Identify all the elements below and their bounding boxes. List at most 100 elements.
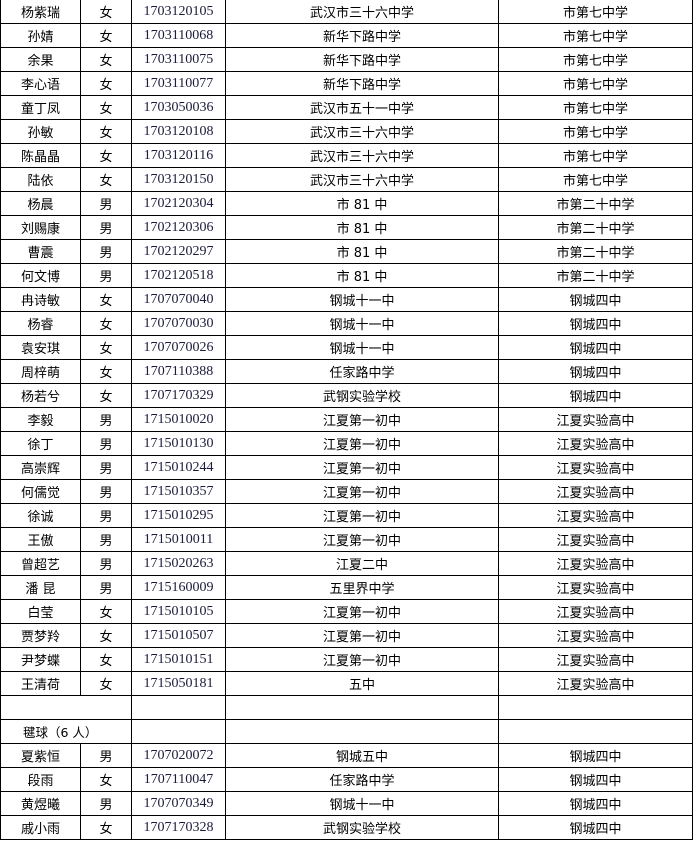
admitted-school: 江夏实验高中 <box>498 407 693 432</box>
empty-row <box>0 695 693 720</box>
admitted-school: 江夏实验高中 <box>498 623 693 648</box>
gender: 女 <box>80 383 132 408</box>
student-name: 冉诗敏 <box>0 287 81 312</box>
origin-school: 江夏第一初中 <box>225 407 499 432</box>
admitted-school: 钢城四中 <box>498 335 693 360</box>
admitted-school: 江夏实验高中 <box>498 479 693 504</box>
origin-school: 任家路中学 <box>225 359 499 384</box>
table-row: 王清荷女 1715050181 五中 江夏实验高中 <box>0 671 693 696</box>
origin-school: 新华下路中学 <box>225 23 499 48</box>
gender: 女 <box>80 671 132 696</box>
student-name: 杨睿 <box>0 311 81 336</box>
origin-school: 市 81 中 <box>225 263 499 288</box>
table-row: 陈晶晶女 1703120116 武汉市三十六中学 市第七中学 <box>0 143 693 168</box>
student-id: 1703110075 <box>131 47 226 72</box>
admitted-school: 钢城四中 <box>498 359 693 384</box>
gender: 女 <box>80 143 132 168</box>
student-id: 1707070030 <box>131 311 226 336</box>
origin-school: 市 81 中 <box>225 239 499 264</box>
gender: 男 <box>80 743 132 768</box>
student-id: 1707070349 <box>131 791 226 816</box>
table-row: 潘 昆男 1715160009 五里界中学 江夏实验高中 <box>0 575 693 600</box>
student-name: 杨若兮 <box>0 383 81 408</box>
table-row: 袁安琪女 1707070026 钢城十一中 钢城四中 <box>0 335 693 360</box>
gender: 女 <box>80 767 132 792</box>
student-id: 1703120150 <box>131 167 226 192</box>
gender: 男 <box>80 455 132 480</box>
student-id: 1715010507 <box>131 623 226 648</box>
student-id: 1702120304 <box>131 191 226 216</box>
student-name: 徐丁 <box>0 431 81 456</box>
student-name: 孙婧 <box>0 23 81 48</box>
origin-school: 武汉市三十六中学 <box>225 119 499 144</box>
admitted-school: 江夏实验高中 <box>498 671 693 696</box>
section-row: 毽球（6 人） <box>0 719 693 744</box>
student-name: 陈晶晶 <box>0 143 81 168</box>
student-name: 周梓萌 <box>0 359 81 384</box>
origin-school: 武汉市五十一中学 <box>225 95 499 120</box>
student-name: 童丁凤 <box>0 95 81 120</box>
student-name: 王傲 <box>0 527 81 552</box>
admitted-school: 市第二十中学 <box>498 263 693 288</box>
table-row: 杨若兮女 1707170329 武钢实验学校 钢城四中 <box>0 383 693 408</box>
gender: 女 <box>80 0 132 24</box>
gender: 女 <box>80 119 132 144</box>
student-id: 1703120105 <box>131 0 226 24</box>
admitted-school: 市第七中学 <box>498 0 693 24</box>
admitted-school: 市第七中学 <box>498 47 693 72</box>
student-id: 1703120108 <box>131 119 226 144</box>
admitted-school: 钢城四中 <box>498 791 693 816</box>
origin-school: 钢城十一中 <box>225 791 499 816</box>
table-row: 何文博男 1702120518 市 81 中市第二十中学 <box>0 263 693 288</box>
gender: 男 <box>80 791 132 816</box>
origin-school: 五中 <box>225 671 499 696</box>
table-row: 尹梦蝶女 1715010151 江夏第一初中 江夏实验高中 <box>0 647 693 672</box>
admitted-school: 市第七中学 <box>498 23 693 48</box>
table-row: 李心语女 1703110077 新华下路中学 市第七中学 <box>0 71 693 96</box>
table-row: 周梓萌女 1707110388 任家路中学 钢城四中 <box>0 359 693 384</box>
student-name: 高崇辉 <box>0 455 81 480</box>
student-name: 徐诚 <box>0 503 81 528</box>
table-row: 冉诗敏女 1707070040 钢城十一中 钢城四中 <box>0 287 693 312</box>
origin-school: 江夏第一初中 <box>225 479 499 504</box>
table-row: 杨睿女 1707070030 钢城十一中 钢城四中 <box>0 311 693 336</box>
gender: 男 <box>80 263 132 288</box>
student-name: 袁安琪 <box>0 335 81 360</box>
admitted-school: 市第七中学 <box>498 95 693 120</box>
origin-school: 江夏第一初中 <box>225 503 499 528</box>
gender: 女 <box>80 815 132 840</box>
gender: 女 <box>80 359 132 384</box>
gender: 女 <box>80 599 132 624</box>
student-id: 1715010011 <box>131 527 226 552</box>
table-row: 曹震男 1702120297 市 81 中市第二十中学 <box>0 239 693 264</box>
student-id: 1715020263 <box>131 551 226 576</box>
table-row: 黄煜曦男 1707070349 钢城十一中 钢城四中 <box>0 791 693 816</box>
admitted-school: 钢城四中 <box>498 311 693 336</box>
admitted-school: 市第七中学 <box>498 119 693 144</box>
table-row: 杨紫瑞女 1703120105 武汉市三十六中学 市第七中学 <box>0 0 693 24</box>
gender: 男 <box>80 407 132 432</box>
origin-school: 新华下路中学 <box>225 47 499 72</box>
origin-school: 市 81 中 <box>225 215 499 240</box>
student-id: 1702120297 <box>131 239 226 264</box>
table-row: 夏紫恒男 1707020072 钢城五中 钢城四中 <box>0 743 693 768</box>
origin-school: 江夏第一初中 <box>225 431 499 456</box>
student-id: 1702120518 <box>131 263 226 288</box>
gender: 男 <box>80 527 132 552</box>
origin-school: 江夏第一初中 <box>225 455 499 480</box>
student-id: 1703050036 <box>131 95 226 120</box>
student-name: 曹震 <box>0 239 81 264</box>
student-name: 王清荷 <box>0 671 81 696</box>
admitted-school: 江夏实验高中 <box>498 431 693 456</box>
gender: 男 <box>80 431 132 456</box>
origin-school: 武钢实验学校 <box>225 383 499 408</box>
table-row: 徐诚男 1715010295 江夏第一初中 江夏实验高中 <box>0 503 693 528</box>
student-id: 1715010295 <box>131 503 226 528</box>
admitted-school: 江夏实验高中 <box>498 575 693 600</box>
student-name: 戚小雨 <box>0 815 81 840</box>
origin-school: 江夏第一初中 <box>225 623 499 648</box>
origin-school: 武钢实验学校 <box>225 815 499 840</box>
admitted-school: 市第二十中学 <box>498 191 693 216</box>
origin-school: 武汉市三十六中学 <box>225 0 499 24</box>
table-row: 孙婧女 1703110068 新华下路中学 市第七中学 <box>0 23 693 48</box>
